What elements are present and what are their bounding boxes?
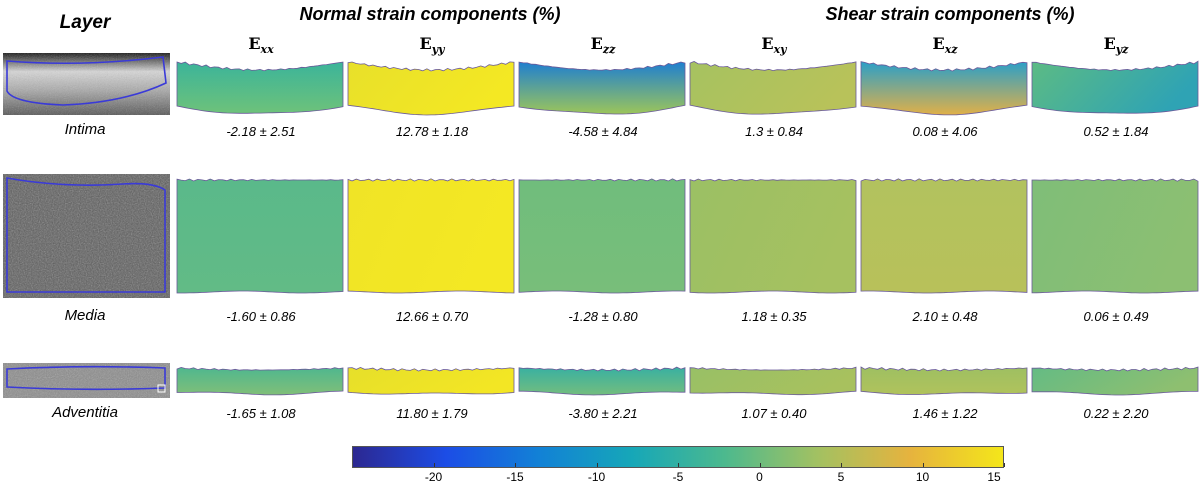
colorbar-tick-label: -5 <box>672 470 684 484</box>
colorbar-ticks: -20 -15 -10 -5 0 5 10 15 <box>352 463 1005 490</box>
media-ezz-strain-map <box>518 178 686 294</box>
intima-eyz-strain-map <box>1031 60 1199 114</box>
adventitia-exz-value: 1.46 ± 1.22 <box>912 406 978 421</box>
colorbar-tick-mark <box>515 463 516 467</box>
media-oct-noise <box>3 174 170 298</box>
media-eyz-strain-map <box>1031 178 1199 294</box>
media-oct-image <box>3 174 170 298</box>
intima-exx-strain-map <box>176 61 344 114</box>
colorbar-tick-mark <box>841 463 842 467</box>
media-outline <box>6 177 166 293</box>
colorbar-tick-label: 0 <box>756 470 763 484</box>
strain-maps <box>176 60 1199 396</box>
adventitia-ezz-value: -3.80 ± 2.21 <box>568 406 638 421</box>
intima-exz-value: 0.08 ± 4.06 <box>912 124 978 139</box>
adventitia-eyz-value: 0.22 ± 2.20 <box>1083 406 1149 421</box>
intima-eyy-value: 12.78 ± 1.18 <box>395 124 469 139</box>
media-eyz-value: 0.06 ± 0.49 <box>1083 309 1149 324</box>
colorbar <box>352 446 1004 468</box>
shear-strain-header: Shear strain components (%) <box>825 4 1075 24</box>
colorbar-tick-mark <box>759 463 761 467</box>
adventitia-eyy-strain-map <box>347 366 515 395</box>
layer-name-adventitia: Adventitia <box>52 404 118 421</box>
intima-outline <box>6 56 167 106</box>
colorbar-tick-mark <box>1004 463 1005 467</box>
colorbar-tick-mark <box>922 463 924 467</box>
adventitia-exy-strain-map <box>689 366 857 396</box>
media-oct-svg <box>3 174 170 298</box>
colorbar-tick-label: -20 <box>424 470 443 484</box>
intima-exz-strain-map <box>860 61 1028 116</box>
layer-name-intima: Intima <box>64 121 106 138</box>
adventitia-exy-value: 1.07 ± 0.40 <box>741 406 807 421</box>
adventitia-ezz-strain-map <box>518 366 686 396</box>
adventitia-eyy-value: 11.80 ± 1.79 <box>396 406 468 421</box>
adventitia-oct-image <box>3 363 170 398</box>
intima-oct-image <box>3 53 170 115</box>
media-ezz-value: -1.28 ± 0.80 <box>568 309 638 324</box>
colorbar-tick-label: -10 <box>587 470 606 484</box>
colorbar-tick-mark <box>433 463 435 467</box>
media-exy-value: 1.18 ± 0.35 <box>741 309 807 324</box>
normal-strain-header: Normal strain components (%) <box>299 4 561 24</box>
intima-exx-value: -2.18 ± 2.51 <box>226 124 296 139</box>
intima-ezz-strain-map <box>518 61 686 115</box>
media-exx-value: -1.60 ± 0.86 <box>226 309 296 324</box>
component-label-eyz: Eyz <box>1103 34 1129 57</box>
adventitia-oct-svg <box>3 363 170 398</box>
layer-header: Layer <box>59 12 111 33</box>
component-label-exy: Exy <box>761 34 787 57</box>
intima-ezz-value: -4.58 ± 4.84 <box>568 124 638 139</box>
intima-eyz-value: 0.52 ± 1.84 <box>1083 124 1149 139</box>
colorbar-tick-label: -15 <box>506 470 524 484</box>
adventitia-exx-strain-map <box>176 366 344 396</box>
adventitia-exz-strain-map <box>860 366 1028 395</box>
adventitia-exx-value: -1.65 ± 1.08 <box>226 406 296 421</box>
scale-bar-icon <box>157 384 166 393</box>
media-exz-strain-map <box>860 178 1028 294</box>
layer-name-media: Media <box>64 307 106 324</box>
colorbar-tick-label: 5 <box>837 470 845 484</box>
media-exx-strain-map <box>176 178 344 294</box>
colorbar-tick-label: 10 <box>915 470 930 484</box>
media-exy-strain-map <box>689 178 857 294</box>
component-label-exx: Exx <box>248 34 274 57</box>
colorbar-tick-label: 15 <box>987 470 1001 484</box>
component-label-eyy: Eyy <box>419 34 445 57</box>
intima-oct-svg <box>3 53 170 115</box>
adventitia-eyz-strain-map <box>1031 366 1199 396</box>
media-eyy-strain-map <box>347 178 515 294</box>
intima-exy-value: 1.3 ± 0.84 <box>745 124 803 139</box>
media-exz-value: 2.10 ± 0.48 <box>912 309 978 324</box>
component-label-ezz: Ezz <box>590 34 616 57</box>
colorbar-tick-mark <box>596 463 598 467</box>
component-label-exz: Exz <box>932 34 958 57</box>
media-eyy-value: 12.66 ± 0.70 <box>395 309 469 324</box>
adventitia-oct-noise <box>3 363 170 398</box>
colorbar-tick-mark <box>678 463 679 467</box>
intima-exy-strain-map <box>689 61 857 115</box>
intima-eyy-strain-map <box>347 61 515 116</box>
